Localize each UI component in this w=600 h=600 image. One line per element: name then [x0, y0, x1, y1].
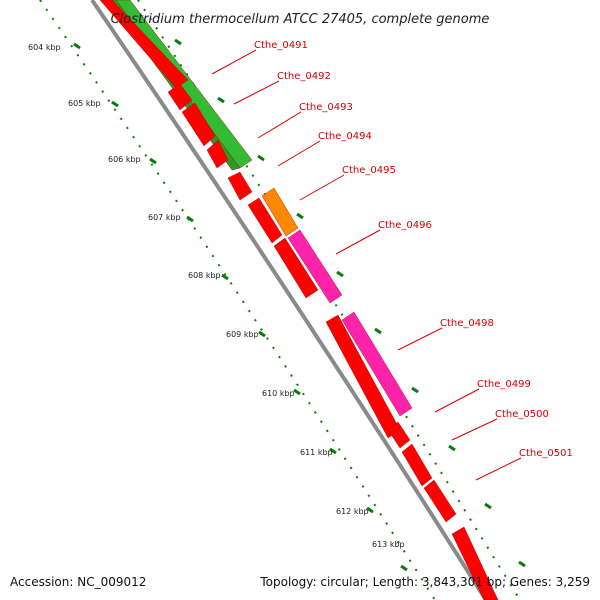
- ruler-major-tick: [186, 215, 194, 223]
- topology-text: Topology: circular; Length: 3,843,301 bp…: [259, 575, 590, 589]
- cds-arrow: [401, 443, 433, 487]
- gene-label-connector: [335, 229, 381, 255]
- accession-text: Accession: NC_009012: [10, 575, 146, 589]
- gene-features: [99, 0, 499, 600]
- cds-arrow: [451, 526, 499, 600]
- ruler-label: 606 kbp: [108, 155, 141, 164]
- ruler-major-tick: [73, 42, 81, 50]
- cds-arrow: [181, 102, 216, 147]
- outer-major-tick: [448, 444, 456, 452]
- gene-label-connector: [397, 327, 443, 351]
- ruler-label: 609 kbp: [226, 330, 259, 339]
- gene-label: Cthe_0496: [378, 220, 432, 231]
- gene-label-connector: [451, 418, 498, 441]
- gene-label: Cthe_0495: [342, 165, 396, 176]
- gene-label-connector: [257, 111, 302, 139]
- cds-arrow: [423, 479, 457, 523]
- ruler-label: 607 kbp: [148, 213, 181, 222]
- gene-label-connector: [434, 388, 480, 413]
- outer-major-tick: [217, 96, 225, 104]
- ruler-major-tick: [293, 388, 301, 396]
- gene-label-connector: [211, 49, 257, 75]
- ruler-labels: 604 kbp 605 kbp 606 kbp 607 kbp 608 kbp 609 k…: [28, 43, 405, 549]
- gene-label: Cthe_0491: [254, 40, 308, 51]
- gene-label-connector: [277, 140, 321, 167]
- ruler-major-tick: [111, 100, 119, 108]
- cds-arrow: [273, 237, 319, 299]
- gene-label: Cthe_0493: [299, 102, 353, 113]
- gene-labels: Cthe_0491 Cthe_0492 Cthe_0493 Cthe_0494 Cthe…: [254, 40, 573, 459]
- gene-label: Cthe_0500: [495, 409, 549, 420]
- outer-major-tick: [411, 386, 419, 394]
- ruler-label: 604 kbp: [28, 43, 61, 52]
- ruler-label: 613 kbp: [372, 540, 405, 549]
- outer-major-tick: [174, 38, 182, 46]
- cds-arrow: [99, 0, 189, 89]
- trna-feature: [261, 187, 299, 237]
- outer-major-ticks: [174, 38, 526, 568]
- gene-label: Cthe_0498: [440, 318, 494, 329]
- ruler-major-tick: [221, 273, 229, 281]
- cds-arrow: [167, 83, 193, 111]
- gene-label: Cthe_0494: [318, 131, 372, 142]
- outer-major-tick: [374, 327, 382, 335]
- ruler-track: [39, 0, 436, 600]
- outer-major-tick: [518, 560, 526, 568]
- ruler-label: 605 kbp: [68, 99, 101, 108]
- outer-major-tick: [484, 502, 492, 510]
- ruler-major-tick: [149, 157, 157, 165]
- genome-backbone: [90, 0, 488, 600]
- cds-arrow: [206, 139, 229, 169]
- gene-label: Cthe_0492: [277, 71, 331, 82]
- genome-backbone-highlight: [95, 0, 491, 600]
- cds-arrow: [387, 421, 411, 449]
- ruler-major-tick: [400, 564, 408, 572]
- gene-label: Cthe_0501: [519, 448, 573, 459]
- gene-label: Cthe_0499: [477, 379, 531, 390]
- ruler-label: 610 kbp: [262, 389, 295, 398]
- cds-arrow: [247, 197, 283, 244]
- misc-feature: [287, 229, 343, 304]
- gene-label-connector: [475, 457, 522, 481]
- outer-major-tick: [257, 154, 265, 162]
- ruler-label: 608 kbp: [188, 271, 221, 280]
- ruler-major-tick: [329, 447, 337, 455]
- gene-label-connector: [299, 174, 345, 201]
- gene-label-connector: [233, 80, 280, 105]
- ruler-ticks: [73, 42, 408, 572]
- ruler-label: 612 kbp: [336, 507, 369, 516]
- outer-major-tick: [336, 270, 344, 278]
- outer-major-tick: [296, 212, 304, 220]
- ruler-label: 611 kbp: [300, 448, 333, 457]
- ruler-major-tick: [258, 330, 266, 338]
- misc-feature: [341, 311, 413, 417]
- ruler-major-tick: [366, 506, 374, 514]
- cds-arrow: [227, 171, 253, 201]
- map-title: Clostridium thermocellum ATCC 27405, com…: [111, 12, 490, 27]
- gene-label-lines: [211, 49, 522, 481]
